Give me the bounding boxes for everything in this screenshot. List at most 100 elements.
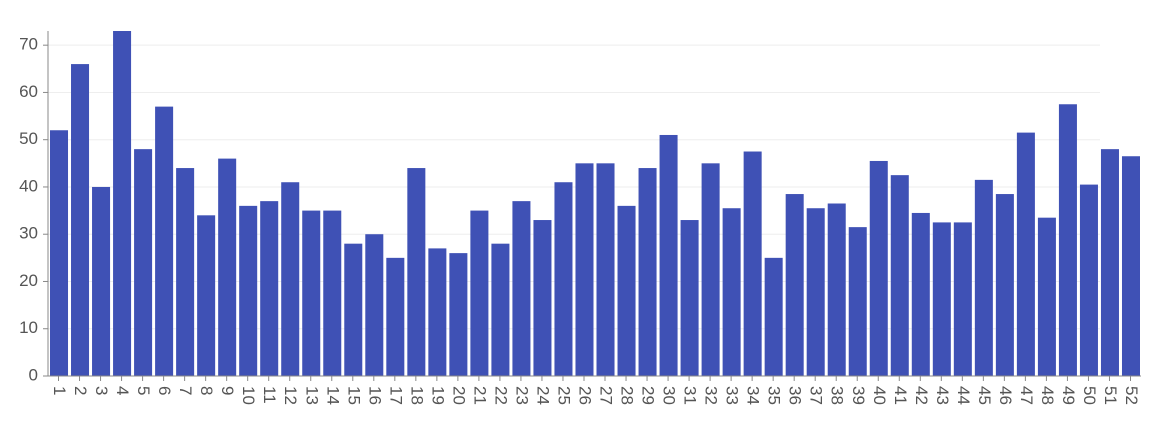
x-tick-label: 24 bbox=[533, 386, 552, 405]
bar-24[interactable] bbox=[533, 220, 552, 376]
bar-16[interactable] bbox=[365, 234, 384, 376]
bar-9[interactable] bbox=[218, 158, 237, 376]
bar-22[interactable] bbox=[491, 243, 510, 376]
x-tick-label: 2 bbox=[71, 386, 90, 395]
x-tick-label: 37 bbox=[807, 386, 826, 405]
x-tick-label: 13 bbox=[302, 386, 321, 405]
bar-5[interactable] bbox=[134, 149, 153, 376]
x-tick-label: 29 bbox=[639, 386, 658, 405]
x-tick-label: 42 bbox=[912, 386, 931, 405]
bar-6[interactable] bbox=[155, 106, 174, 376]
bar-32[interactable] bbox=[701, 163, 720, 376]
bar-26[interactable] bbox=[575, 163, 594, 376]
y-tick-label: 70 bbox=[19, 35, 38, 54]
bar-37[interactable] bbox=[806, 208, 825, 376]
bar-36[interactable] bbox=[785, 194, 804, 376]
x-tick-label: 38 bbox=[828, 386, 847, 405]
x-tick-label: 4 bbox=[113, 386, 132, 395]
bars bbox=[50, 31, 1140, 377]
x-tick-label: 34 bbox=[744, 386, 763, 405]
bar-10[interactable] bbox=[239, 205, 258, 376]
bar-45[interactable] bbox=[974, 179, 993, 376]
x-tick-label: 39 bbox=[849, 386, 868, 405]
bar-50[interactable] bbox=[1079, 184, 1098, 376]
x-tick-label: 21 bbox=[470, 386, 489, 405]
bar-43[interactable] bbox=[932, 222, 951, 376]
bar-21[interactable] bbox=[470, 210, 489, 376]
x-tick-label: 10 bbox=[239, 386, 258, 405]
bar-38[interactable] bbox=[827, 203, 846, 377]
y-tick-label: 20 bbox=[19, 271, 38, 290]
bar-31[interactable] bbox=[680, 220, 699, 376]
x-tick-label: 16 bbox=[365, 386, 384, 405]
bar-25[interactable] bbox=[554, 182, 573, 376]
axes bbox=[47, 31, 1141, 377]
bar-52[interactable] bbox=[1121, 156, 1140, 376]
x-tick-label: 31 bbox=[681, 386, 700, 405]
y-tick-label: 50 bbox=[19, 129, 38, 148]
bar-51[interactable] bbox=[1100, 149, 1119, 376]
bar-39[interactable] bbox=[848, 227, 867, 376]
x-tick-label: 33 bbox=[723, 386, 742, 405]
x-tick-label: 28 bbox=[618, 386, 637, 405]
bar-27[interactable] bbox=[596, 163, 615, 376]
bar-47[interactable] bbox=[1016, 132, 1035, 376]
bar-49[interactable] bbox=[1058, 104, 1077, 377]
bar-18[interactable] bbox=[407, 168, 426, 376]
y-tick-label: 60 bbox=[19, 82, 38, 101]
x-tick-label: 1 bbox=[50, 386, 69, 395]
x-tick-label: 20 bbox=[449, 386, 468, 405]
bar-2[interactable] bbox=[71, 64, 90, 377]
x-tick-label: 43 bbox=[933, 386, 952, 405]
bar-34[interactable] bbox=[743, 151, 762, 376]
bar-41[interactable] bbox=[890, 175, 909, 376]
x-tick-label: 8 bbox=[197, 386, 216, 395]
bar-8[interactable] bbox=[197, 215, 216, 376]
bar-4[interactable] bbox=[113, 31, 132, 376]
x-tick-label: 44 bbox=[954, 386, 973, 405]
x-tick-label: 25 bbox=[554, 386, 573, 405]
x-tick-label: 52 bbox=[1122, 386, 1141, 405]
bar-1[interactable] bbox=[50, 130, 69, 376]
bar-11[interactable] bbox=[260, 201, 279, 376]
bar-19[interactable] bbox=[428, 248, 447, 376]
bar-20[interactable] bbox=[449, 253, 468, 376]
x-tick-label: 12 bbox=[281, 386, 300, 405]
bar-3[interactable] bbox=[92, 186, 111, 376]
y-tick-label: 40 bbox=[19, 176, 38, 195]
x-tick-label: 26 bbox=[576, 386, 595, 405]
x-tick-label: 41 bbox=[891, 386, 910, 405]
x-tick-label: 5 bbox=[134, 386, 153, 395]
x-tick-label: 36 bbox=[786, 386, 805, 405]
x-tick-label: 27 bbox=[597, 386, 616, 405]
x-tick-label: 3 bbox=[92, 386, 111, 395]
x-tick-label: 22 bbox=[491, 386, 510, 405]
bar-15[interactable] bbox=[344, 243, 363, 376]
bar-33[interactable] bbox=[722, 208, 741, 376]
x-tick-label: 14 bbox=[323, 386, 342, 405]
bar-48[interactable] bbox=[1037, 217, 1056, 376]
bar-12[interactable] bbox=[281, 182, 300, 376]
bar-7[interactable] bbox=[176, 168, 195, 376]
x-tick-label: 32 bbox=[702, 386, 721, 405]
bar-40[interactable] bbox=[869, 160, 888, 376]
bar-46[interactable] bbox=[995, 194, 1014, 376]
x-tick-label: 11 bbox=[260, 386, 279, 404]
x-tick-label: 40 bbox=[870, 386, 889, 405]
bar-35[interactable] bbox=[764, 257, 783, 376]
bar-13[interactable] bbox=[302, 210, 321, 376]
bar-14[interactable] bbox=[323, 210, 342, 376]
x-tick-label: 35 bbox=[765, 386, 784, 405]
bar-42[interactable] bbox=[911, 212, 930, 376]
bar-23[interactable] bbox=[512, 201, 531, 376]
bar-30[interactable] bbox=[659, 134, 678, 376]
y-tick-label: 10 bbox=[19, 318, 38, 337]
bar-44[interactable] bbox=[953, 222, 972, 376]
bar-28[interactable] bbox=[617, 205, 636, 376]
x-tick-label: 18 bbox=[407, 386, 426, 405]
bar-29[interactable] bbox=[638, 168, 657, 376]
x-tick-label: 7 bbox=[176, 386, 195, 395]
bar-17[interactable] bbox=[386, 257, 405, 376]
x-tick-label: 49 bbox=[1059, 386, 1078, 405]
